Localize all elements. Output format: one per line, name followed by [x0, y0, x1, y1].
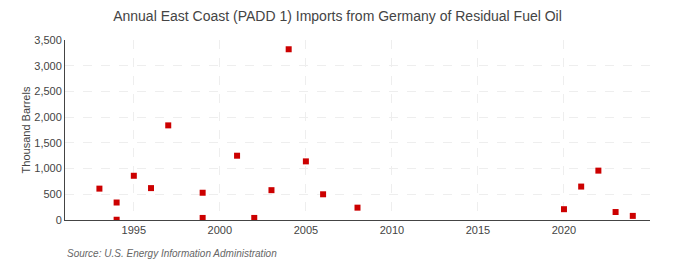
svg-text:1,000: 1,000 — [34, 162, 62, 174]
svg-text:500: 500 — [43, 188, 61, 200]
svg-text:2020: 2020 — [552, 224, 576, 236]
svg-text:3,000: 3,000 — [34, 60, 62, 72]
svg-text:2005: 2005 — [294, 224, 318, 236]
svg-text:1995: 1995 — [122, 224, 146, 236]
svg-text:Thousand Barrels: Thousand Barrels — [20, 86, 32, 173]
svg-text:3,500: 3,500 — [34, 34, 62, 46]
svg-text:2015: 2015 — [466, 224, 490, 236]
svg-text:2,500: 2,500 — [34, 85, 62, 97]
svg-text:2,000: 2,000 — [34, 111, 62, 123]
svg-text:0: 0 — [56, 214, 62, 226]
svg-text:2000: 2000 — [208, 224, 232, 236]
svg-text:Source: U.S. Energy Informatio: Source: U.S. Energy Information Administ… — [67, 248, 277, 259]
svg-text:1,500: 1,500 — [34, 137, 62, 149]
svg-text:Annual East Coast (PADD 1) Imp: Annual East Coast (PADD 1) Imports from … — [113, 8, 562, 24]
svg-text:2010: 2010 — [380, 224, 404, 236]
